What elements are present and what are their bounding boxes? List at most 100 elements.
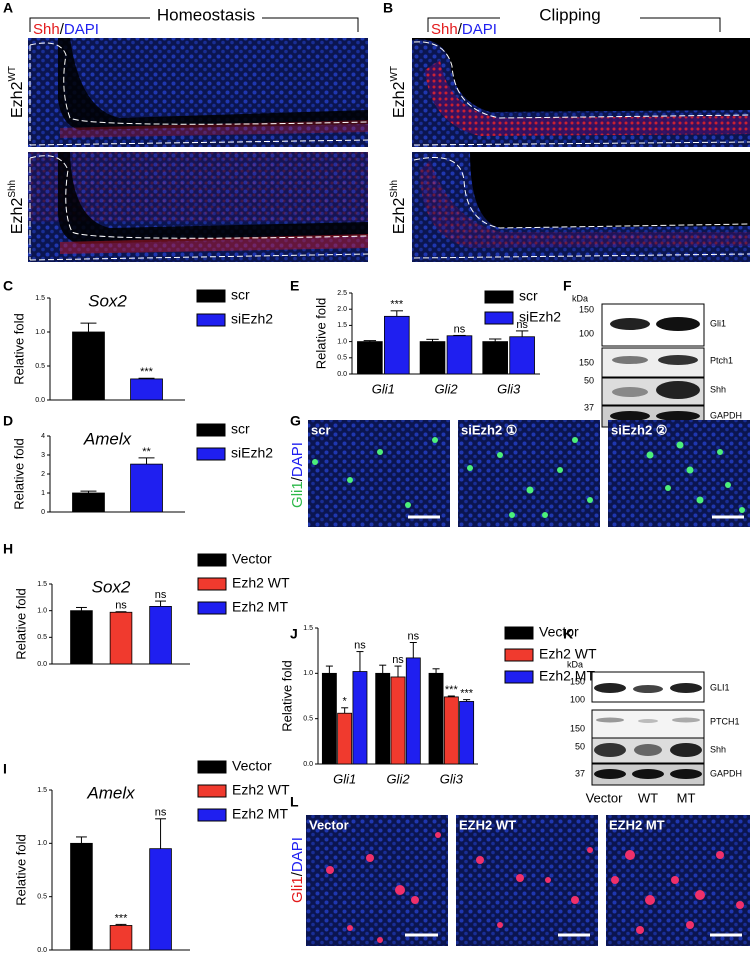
legend-swatch <box>484 311 514 325</box>
label: Ptch1 <box>710 355 733 365</box>
micrograph-part <box>625 850 635 860</box>
y-tick-label: 0.0 <box>37 661 47 668</box>
label: GAPDH <box>710 768 742 778</box>
bar-chart: 0 1 2 3 4 Relative fold Amelx ** scr siEzh2 <box>11 421 273 516</box>
micrograph-part <box>608 420 750 527</box>
tissue-image-part <box>58 38 368 130</box>
micrograph-part <box>686 466 694 474</box>
western-blot-k-part <box>632 769 664 779</box>
label: GAPDH <box>710 410 742 420</box>
bar <box>352 671 368 765</box>
legend-label: siEzh2 <box>231 311 273 327</box>
label: WT <box>638 790 658 805</box>
panel-a: Homeostasis Shh/DAPI Ezh2WT Ezh2Shh <box>7 5 369 262</box>
micrograph-part <box>725 482 731 488</box>
micrograph-part <box>676 441 684 449</box>
tissue-image <box>28 38 369 147</box>
legend-label: Ezh2 MT <box>232 806 288 822</box>
panel-b: Clipping Shh/DAPI Ezh2WT Ezh2Shh <box>389 5 750 262</box>
label: H <box>3 541 13 557</box>
label: A <box>3 0 13 16</box>
label: Shh <box>710 744 726 754</box>
x-tick-label: Gli1 <box>372 381 395 396</box>
bar <box>375 672 391 765</box>
label: Vector <box>586 790 624 805</box>
micrograph-part <box>476 856 484 864</box>
x-tick-label: Gli1 <box>333 771 356 786</box>
micrograph-part <box>716 851 724 859</box>
micrograph-part <box>636 926 644 934</box>
y-tick-label: 0.5 <box>35 363 45 370</box>
micrograph-part <box>306 815 448 946</box>
label: DAPI <box>462 21 497 38</box>
bar <box>405 657 421 765</box>
label: scr <box>311 422 331 437</box>
y-tick-label: 0.5 <box>37 894 47 901</box>
legend-swatch <box>196 313 226 327</box>
bar <box>428 672 444 765</box>
y-axis-title: Relative fold <box>13 588 28 660</box>
bar <box>384 315 410 375</box>
micrograph-part <box>377 449 383 455</box>
band <box>658 355 698 365</box>
bar-chart: 0.0 0.5 1.0 1.5 2.0 2.5 Relative fold Gli1 *** Gl… <box>313 288 561 397</box>
western-blot-k-part <box>670 769 702 779</box>
micrograph-part <box>435 832 441 838</box>
y-axis-title: Relative fold <box>11 313 26 385</box>
y-tick-label: 0.5 <box>37 634 47 641</box>
y-tick-label: 1.5 <box>37 787 47 794</box>
legend-swatch <box>504 670 534 684</box>
bar <box>72 492 105 513</box>
label: MT <box>677 790 696 805</box>
x-tick-label: Gli3 <box>497 381 521 396</box>
bar-chart: 0.0 0.5 1.0 1.5 Relative fold Amelx *** ns Vecto… <box>13 758 290 954</box>
y-tick-label: 1.5 <box>35 295 45 302</box>
label: kDa <box>567 659 583 669</box>
y-tick-label: 0 <box>41 509 45 516</box>
micrograph-part <box>686 921 694 929</box>
micrograph-part <box>587 497 593 503</box>
tissue-image <box>412 152 750 262</box>
micrograph-part <box>646 451 654 459</box>
legend-label: scr <box>519 288 538 304</box>
chart-title: Amelx <box>83 429 132 448</box>
y-tick-label: 0.0 <box>35 397 45 404</box>
significance: *** <box>115 912 129 924</box>
western-blot-k-part <box>594 743 626 757</box>
tissue-image <box>28 152 369 262</box>
y-tick-label: 1.0 <box>37 608 47 615</box>
y-axis-title: Relative fold <box>313 298 328 370</box>
bracket <box>29 17 359 32</box>
label: Gli1 <box>289 876 306 903</box>
label: G <box>290 413 301 429</box>
micrograph <box>306 815 448 946</box>
y-tick-label: 0.5 <box>303 716 313 723</box>
significance: *** <box>390 299 404 311</box>
label: D <box>3 413 13 429</box>
band <box>656 411 700 421</box>
bar <box>446 335 473 375</box>
significance: ns <box>516 319 528 331</box>
label: J <box>290 626 298 642</box>
y-tick-label: 1.0 <box>303 670 313 677</box>
micrograph-part <box>671 876 679 884</box>
tissue-image-part <box>425 60 750 136</box>
significance: ns <box>454 323 466 335</box>
label: 37 <box>584 402 594 412</box>
x-tick-label: Gli2 <box>434 381 458 396</box>
label: / <box>289 871 306 876</box>
band <box>612 356 648 364</box>
significance: ns <box>407 630 419 642</box>
band <box>656 317 700 331</box>
micrograph <box>606 815 750 946</box>
bar <box>72 331 105 401</box>
y-tick-label: 2 <box>41 471 45 478</box>
label: 100 <box>570 694 585 704</box>
panel-l-part: Gli1/DAPI <box>289 837 306 903</box>
label: DAPI <box>289 442 306 477</box>
chart-title: Amelx <box>86 783 135 802</box>
legend-label: siEzh2 <box>231 445 273 461</box>
panel-a-part: Ezh2Shh <box>7 180 27 234</box>
band <box>610 411 650 421</box>
